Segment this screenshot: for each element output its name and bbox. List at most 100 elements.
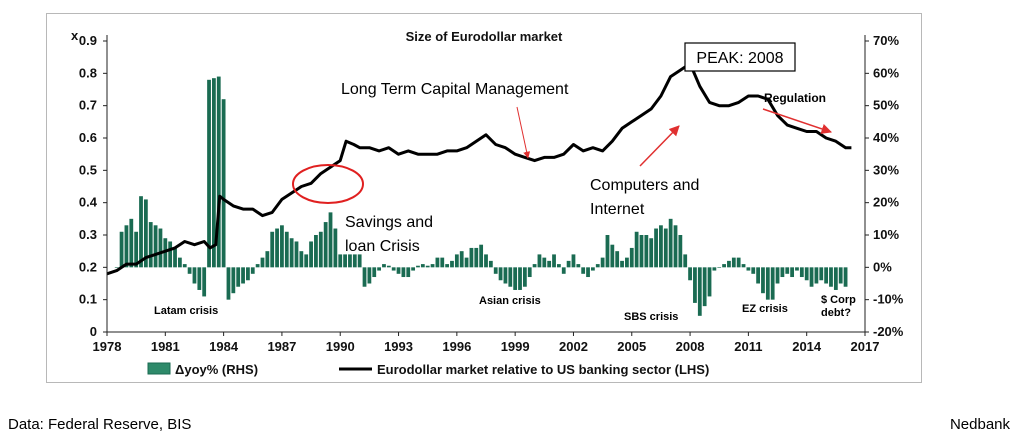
left-tick-label: 0.3 [79, 227, 97, 242]
ltcm-label: Long Term Capital Management [341, 81, 569, 98]
brand-note: Nedbank [949, 416, 1010, 433]
bar-mark [435, 257, 440, 268]
corp-label-line1: $ Corp [821, 294, 856, 306]
bar-mark [707, 267, 712, 297]
bar-mark [843, 267, 848, 287]
bar-mark [372, 267, 377, 278]
highlight-circle [292, 164, 364, 204]
x-tick-label: 1978 [93, 339, 122, 354]
bar-mark [503, 267, 508, 284]
x-tick-label: 2005 [617, 339, 646, 354]
bar-mark [605, 235, 610, 268]
bar-mark [216, 76, 221, 268]
right-tick-label: 10% [873, 227, 899, 242]
bar-mark [770, 267, 775, 300]
bar-mark [576, 264, 581, 268]
bar-mark [571, 254, 576, 268]
bar-mark [522, 267, 527, 287]
bar-mark [260, 257, 265, 268]
bar-mark [343, 254, 347, 268]
bar-mark [202, 267, 207, 297]
bar-mark [318, 231, 323, 268]
bar-mark [566, 260, 571, 268]
corp-label-line2: debt? [821, 307, 851, 319]
axes-layer: 0 0.1 0.2 0.3 0.4 0.5 0.6 0.7 0.8 0.9 -20% -10% 0% 10… [71, 28, 904, 354]
bar-mark [804, 267, 809, 281]
bar-mark [250, 267, 255, 274]
bar-mark [488, 260, 493, 268]
bar-mark [493, 267, 498, 274]
bar-mark [212, 78, 216, 268]
right-tick-label: 70% [873, 33, 899, 48]
bar-mark [702, 267, 707, 307]
bar-mark [688, 267, 692, 281]
bar-mark [537, 254, 542, 268]
left-tick-label: 0.2 [79, 259, 97, 274]
bar-mark [284, 231, 289, 268]
bar-mark [241, 267, 245, 284]
bar-mark [634, 231, 639, 268]
bar-mark [246, 267, 250, 281]
computers-label-line1: Computers and [590, 177, 699, 194]
legend-bar-swatch [147, 362, 171, 375]
bar-mark [454, 254, 459, 268]
bar-mark [221, 99, 226, 268]
bar-mark [722, 264, 726, 268]
line-series-path [106, 62, 852, 276]
line-layer [106, 62, 852, 276]
bar-mark [552, 254, 556, 268]
right-tick-label: -20% [873, 324, 904, 339]
bar-mark [207, 79, 211, 268]
sbs-label: SBS crisis [624, 311, 678, 323]
bar-mark [746, 267, 751, 271]
bar-mark [231, 267, 236, 294]
bar-mark [731, 257, 736, 268]
bar-mark [425, 265, 430, 268]
x-tick-label: 2008 [676, 339, 705, 354]
left-tick-label: 0.8 [79, 65, 97, 80]
bar-mark [479, 244, 484, 268]
x-tick-label: 1981 [151, 339, 180, 354]
chart-title: Size of Eurodollar market [406, 29, 563, 44]
bar-mark [561, 267, 566, 274]
bar-mark [547, 260, 552, 268]
bar-mark [615, 251, 620, 268]
bar-mark [790, 267, 795, 278]
bar-mark [143, 199, 148, 268]
bar-mark [396, 267, 401, 274]
bar-mark [459, 251, 464, 268]
bar-mark [761, 267, 765, 294]
legend-bar-label: Δyoy% (RHS) [175, 362, 258, 377]
legend-line-label: Eurodollar market relative to US banking… [377, 362, 709, 377]
bar-mark [824, 267, 829, 284]
savings-label-line1: Savings and [345, 214, 433, 231]
computers-arrow [639, 125, 680, 167]
left-tick-label: 0.6 [79, 130, 97, 145]
bar-mark [620, 260, 624, 268]
bar-mark [586, 267, 590, 278]
bar-mark [712, 267, 717, 271]
bar-mark [411, 267, 416, 271]
bar-mark [595, 264, 600, 268]
bar-mark [333, 228, 338, 268]
x-tick-label: 1990 [326, 339, 355, 354]
regulation-label: Regulation [764, 91, 826, 105]
bar-mark [352, 254, 357, 268]
bar-mark [139, 196, 143, 268]
bar-mark [420, 264, 425, 268]
bar-mark [173, 247, 177, 268]
bar-mark [765, 267, 770, 300]
bar-mark [377, 267, 381, 271]
bar-mark [527, 267, 532, 278]
bar-mark [756, 267, 760, 284]
bar-mark [556, 264, 561, 268]
bar-mark [314, 235, 318, 268]
bar-mark [663, 228, 668, 268]
bar-mark [591, 267, 595, 271]
bar-mark [654, 228, 658, 268]
annot-layer: PEAK: 2008 Long Term Capital Management Re… [154, 42, 856, 323]
bar-mark [673, 225, 678, 268]
bar-mark [255, 264, 260, 268]
bar-mark [294, 241, 299, 268]
bar-mark [386, 265, 391, 268]
